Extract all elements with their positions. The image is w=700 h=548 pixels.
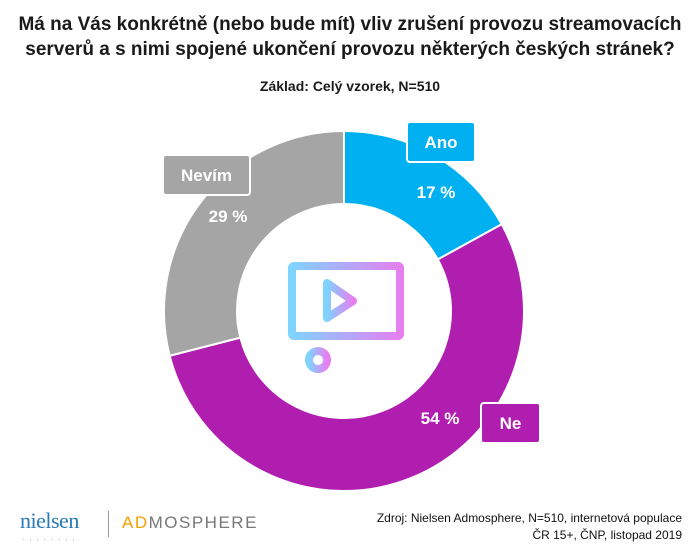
source-note: Zdroj: Nielsen Admosphere, N=510, intern… [377, 510, 682, 544]
chart-title: Má na Vás konkrétně (nebo bude mít) vliv… [0, 12, 700, 62]
title-line-1: Má na Vás konkrétně (nebo bude mít) vliv… [18, 14, 682, 35]
value-label: 29 % [209, 207, 248, 226]
source-line-1: Zdroj: Nielsen Admosphere, N=510, intern… [376, 511, 682, 525]
value-label: 17 % [417, 183, 456, 202]
video-player-icon [288, 262, 404, 373]
category-label: Nevím [181, 166, 232, 185]
source-line-2: ČR 15+, ČNP, listopad 2019 [532, 528, 682, 542]
category-label-box [162, 154, 251, 196]
slice-ne [168, 222, 525, 492]
chart-subtitle: Základ: Celý vzorek, N=510 [259, 78, 441, 94]
logo-divider [108, 511, 109, 537]
title-line-2: serverů a s nimi spojené ukončení provoz… [25, 39, 675, 60]
category-label: Ne [500, 414, 522, 433]
category-label-box [406, 121, 476, 163]
nielsen-logo-dots: ........ [22, 533, 80, 542]
admosphere-logo: ADMOSPHERE [122, 513, 258, 532]
category-label-box [480, 402, 541, 444]
nielsen-logo: nielsen [20, 508, 79, 533]
category-label: Ano [424, 133, 457, 152]
value-label: 54 % [421, 409, 460, 428]
slice-nevím [163, 129, 345, 357]
